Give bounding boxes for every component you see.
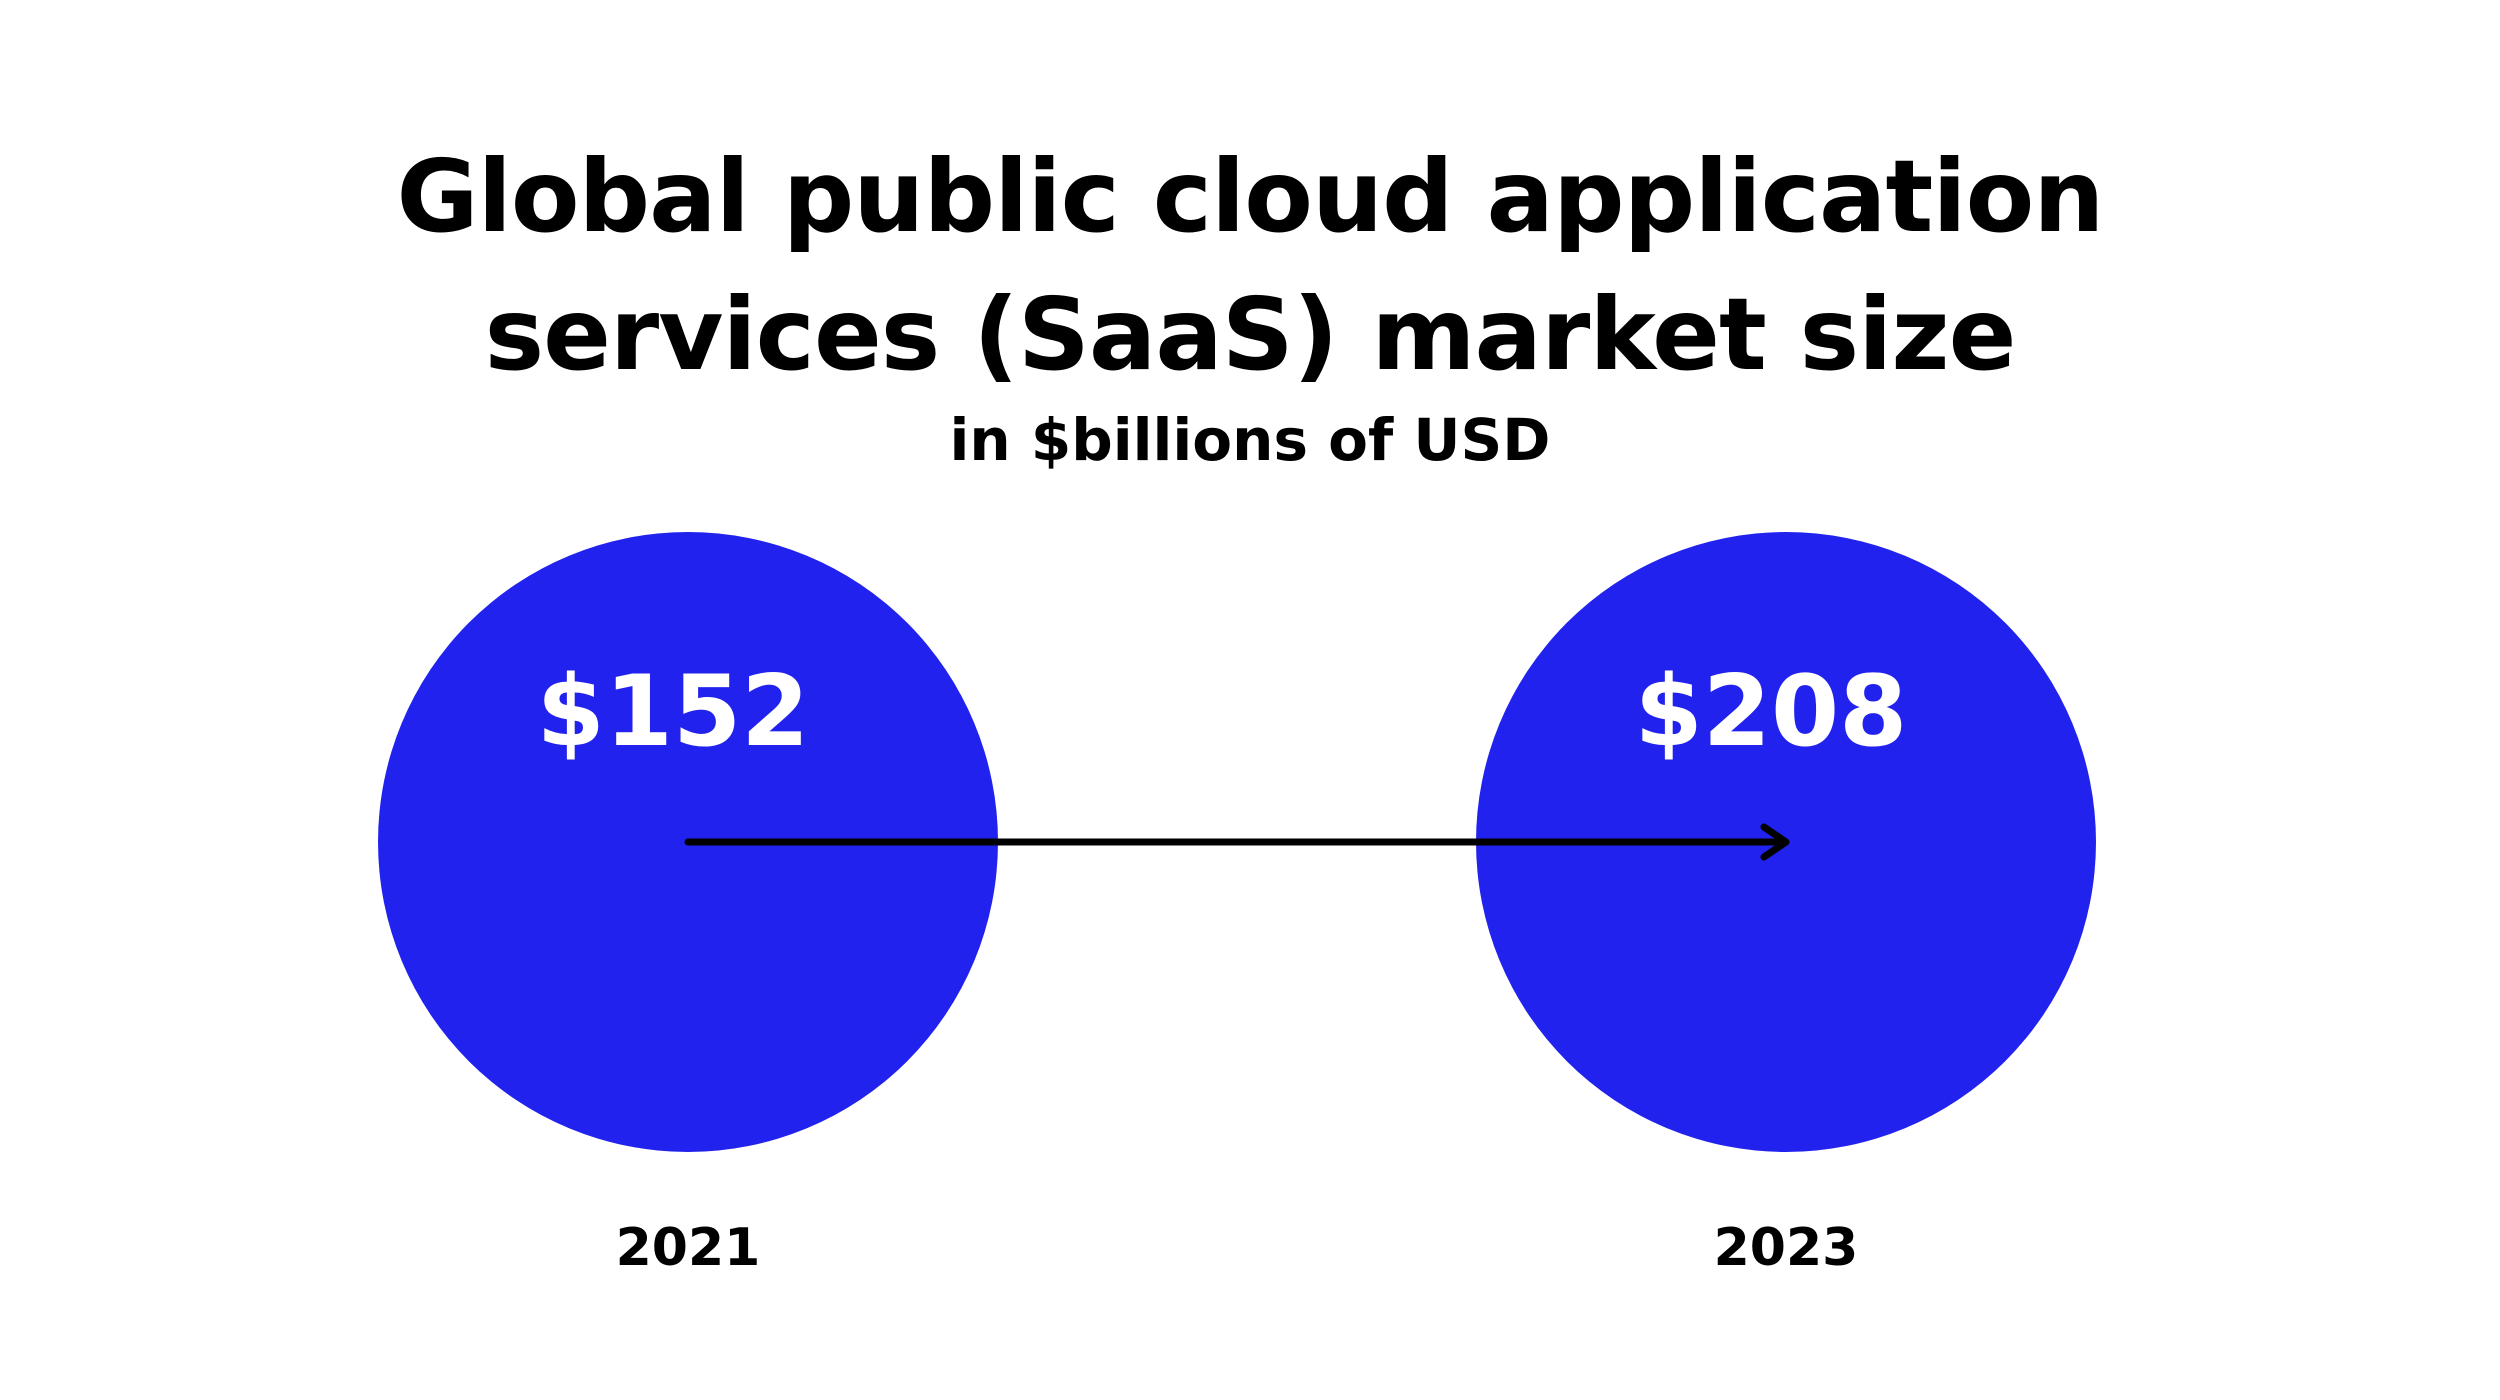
chart-title: Global public cloud application services… xyxy=(0,128,2500,404)
year-label-2021: 2021 xyxy=(616,1218,761,1278)
value-label-2023: $208 xyxy=(1635,655,1908,769)
chart-title-line-2: services (SaaS) market size xyxy=(484,276,2017,393)
chart-title-line-1: Global public cloud application xyxy=(396,138,2105,255)
chart-subtitle: in $billions of USD xyxy=(949,406,1551,474)
arrow-head-icon xyxy=(1760,823,1790,861)
year-label-2023: 2023 xyxy=(1714,1218,1859,1278)
value-label-2021: $152 xyxy=(537,655,810,769)
